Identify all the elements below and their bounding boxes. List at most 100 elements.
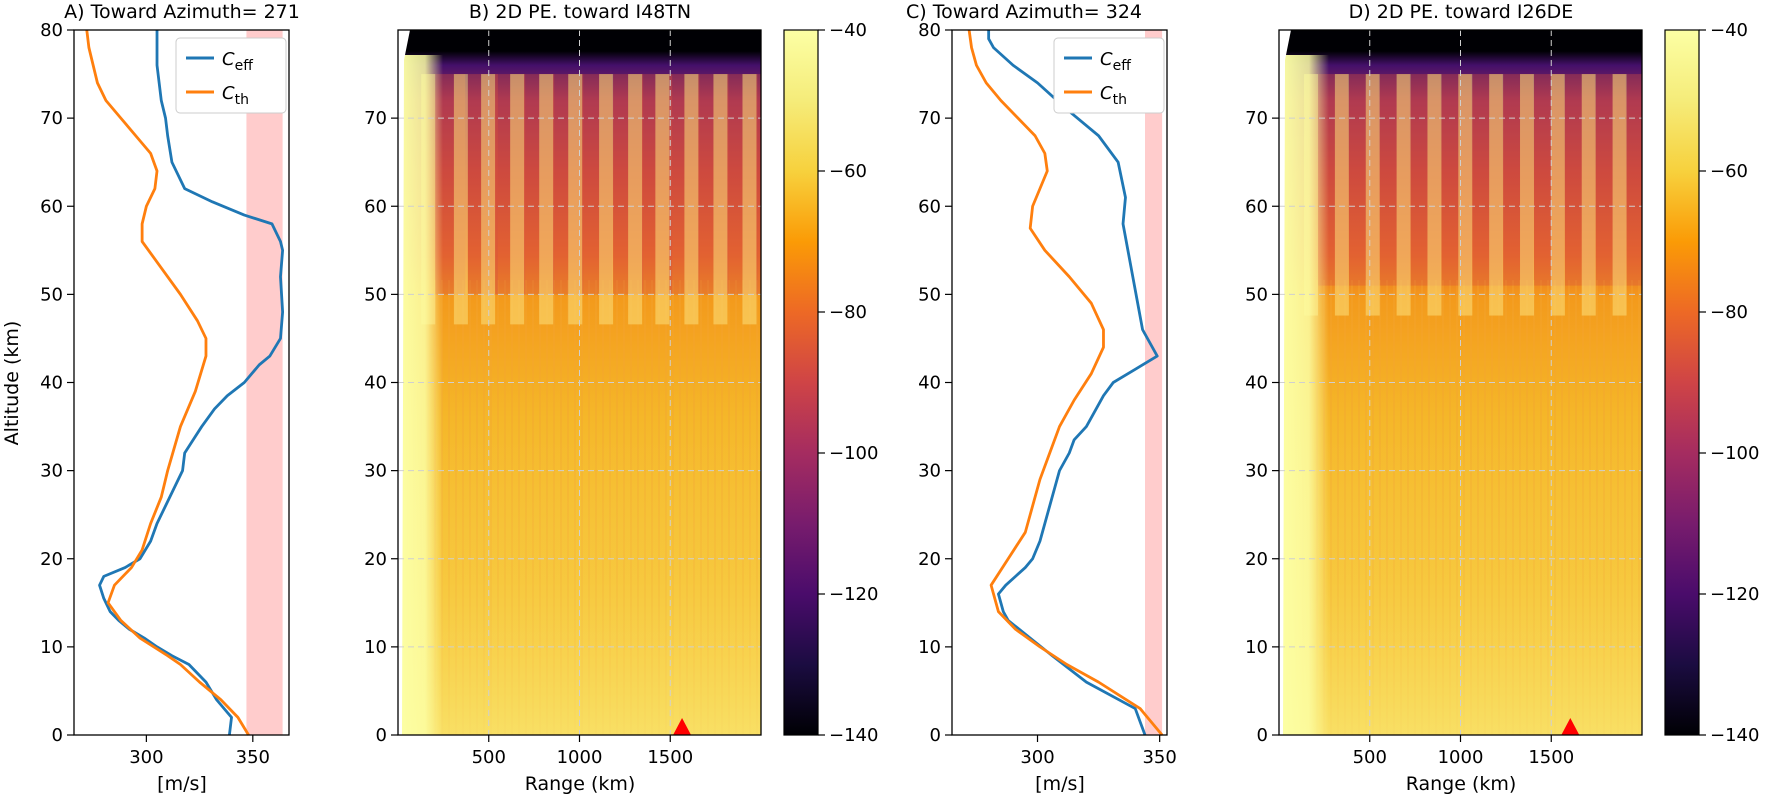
bounce-band — [510, 74, 525, 325]
panel-d-colorbar — [1664, 29, 1700, 736]
panel-c-legend-ceff-label: Ceff — [1100, 49, 1131, 74]
panel-d-grid — [1279, 30, 1642, 735]
panel-d-bounce-bands — [1304, 74, 1642, 316]
bounce-band — [742, 74, 757, 325]
panel-c-frame — [951, 29, 1168, 736]
panel-b-grid — [398, 30, 761, 735]
y-tick-label: 40 — [40, 373, 63, 394]
panel-a-ceff-line — [98, 30, 285, 736]
y-tick-label: 10 — [918, 637, 941, 658]
y-tick-label: 30 — [918, 461, 941, 482]
bounce-band — [1550, 74, 1565, 316]
y-tick-label: 50 — [364, 284, 387, 305]
panel-d-lower-glow — [1279, 420, 1642, 735]
y-tick-label: 40 — [364, 373, 387, 394]
y-tick-label: 10 — [364, 637, 387, 658]
x-tick-label: 300 — [129, 747, 163, 768]
colorbar-tick-label: −140 — [1710, 725, 1759, 746]
bounce-band — [481, 74, 496, 325]
y-tick-label: 70 — [1245, 108, 1268, 129]
colorbar-tick-label: −120 — [829, 584, 878, 605]
panel-d-y-ticks: 0 10 20 30 40 50 60 70 — [1245, 108, 1279, 746]
panel-b-bounce-bands — [421, 74, 761, 325]
bounce-band — [599, 74, 614, 325]
colorbar-tick-label: −80 — [829, 302, 867, 323]
panel-a-legend: Ceff Cth — [175, 37, 287, 114]
y-tick-label: 40 — [1245, 373, 1268, 394]
panel-b-frame — [397, 29, 762, 736]
panel-c-highlight-band — [1145, 30, 1163, 735]
panel-b-heatmap: B) 2D PE. toward I48TN 500 1000 1500 0 10 20… — [364, 1, 878, 795]
bounce-band — [568, 74, 583, 325]
bounce-band — [1396, 74, 1411, 316]
y-tick-label: 10 — [1245, 637, 1268, 658]
y-tick-label: 20 — [364, 549, 387, 570]
panel-b-x-ticks: 500 1000 1500 — [472, 735, 693, 768]
panel-a-y-ticks: 0 10 20 30 40 50 60 70 80 — [40, 20, 74, 746]
x-tick-label: 1500 — [1528, 747, 1574, 768]
bounce-shadow — [1626, 74, 1642, 286]
x-tick-label: 1500 — [647, 747, 693, 768]
bounce-band — [453, 74, 468, 325]
y-tick-label: 30 — [1245, 461, 1268, 482]
colorbar-tick-label: −100 — [1710, 443, 1759, 464]
colorbar-tick-label: −60 — [1710, 161, 1748, 182]
y-tick-label: 30 — [40, 461, 63, 482]
y-tick-label: 80 — [918, 20, 941, 41]
y-tick-label: 40 — [918, 373, 941, 394]
panel-b-colorbar — [783, 29, 819, 736]
panel-c-profile: C) Toward Azimuth= 324 300 350 0 10 20 30 40 5… — [906, 1, 1177, 795]
panel-c-cth-line — [967, 29, 1164, 736]
y-tick-label: 70 — [40, 108, 63, 129]
panel-c-ceff-line — [987, 30, 1159, 736]
bounce-band — [1489, 74, 1504, 316]
panel-b-x-axis-label: Range (km) — [525, 773, 636, 795]
panel-c-legend: Ceff Cth — [1053, 37, 1165, 114]
panel-a-y-axis-label: Altitude (km) — [1, 321, 23, 446]
x-tick-label: 350 — [236, 747, 270, 768]
panel-a-x-axis-label: [m/s] — [157, 773, 207, 795]
colorbar-tick-label: −120 — [1710, 584, 1759, 605]
y-tick-label: 50 — [918, 284, 941, 305]
bounce-shadow — [756, 74, 761, 295]
bounce-band — [628, 74, 643, 325]
x-tick-label: 500 — [1353, 747, 1387, 768]
panel-d-colorbar-ticks: −40 −60 −80 −100 −120 −140 — [1699, 20, 1759, 746]
y-tick-label: 60 — [918, 196, 941, 217]
colorbar-tick-label: −40 — [1710, 20, 1748, 41]
panel-d-heatmap: D) 2D PE. toward I26DE 500 1000 1500 0 10 20… — [1245, 1, 1759, 795]
panel-b-near-field — [398, 55, 443, 735]
y-tick-label: 30 — [364, 461, 387, 482]
y-tick-label: 0 — [930, 725, 941, 746]
bounce-band — [1520, 74, 1535, 316]
bounce-band — [1581, 74, 1596, 316]
panel-a-profile: A) Toward Azimuth= 271 300 350 0 10 20 30 40 5… — [1, 1, 300, 795]
y-tick-label: 70 — [364, 108, 387, 129]
panel-a-x-ticks: 300 350 — [129, 735, 270, 768]
bounce-band — [539, 74, 554, 325]
colorbar-tick-label: −100 — [829, 443, 878, 464]
panel-d-x-ticks: 500 1000 1500 — [1353, 735, 1574, 768]
panel-d-near-field — [1279, 55, 1329, 735]
bounce-band — [1334, 74, 1349, 316]
y-tick-label: 0 — [376, 725, 387, 746]
bounce-band — [1427, 74, 1442, 316]
y-tick-label: 60 — [364, 196, 387, 217]
bounce-band — [655, 74, 670, 325]
y-tick-label: 80 — [40, 20, 63, 41]
y-tick-label: 20 — [1245, 549, 1268, 570]
x-tick-label: 300 — [1020, 747, 1054, 768]
y-tick-label: 60 — [1245, 196, 1268, 217]
panel-c-y-ticks: 0 10 20 30 40 50 60 70 80 — [918, 20, 952, 746]
x-tick-label: 350 — [1142, 747, 1176, 768]
panel-a-legend-ceff-label: Ceff — [222, 49, 253, 74]
panel-b-y-ticks: 0 10 20 30 40 50 60 70 — [364, 108, 398, 746]
bounce-band — [713, 74, 728, 325]
panel-c-title: C) Toward Azimuth= 324 — [906, 1, 1142, 23]
x-tick-label: 1000 — [557, 747, 603, 768]
bounce-band — [684, 74, 699, 325]
colorbar-tick-label: −80 — [1710, 302, 1748, 323]
panel-b-title: B) 2D PE. toward I48TN — [469, 1, 691, 23]
y-tick-label: 0 — [52, 725, 63, 746]
colorbar-tick-label: −40 — [829, 20, 867, 41]
